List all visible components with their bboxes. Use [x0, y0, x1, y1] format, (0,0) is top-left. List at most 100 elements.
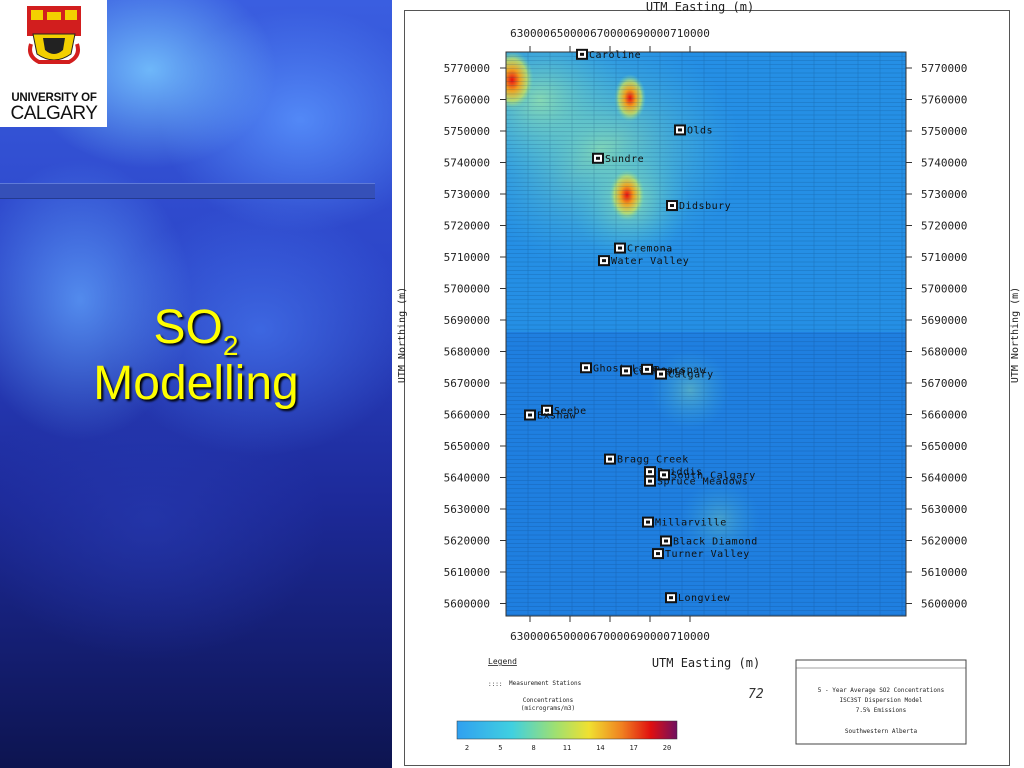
station-icon-core — [659, 372, 663, 376]
y-tick-label: 5750000 — [921, 125, 967, 138]
station-icon-core — [670, 204, 674, 208]
x-tick-label: 690000 — [630, 630, 670, 643]
station-marker: Caroline — [576, 48, 641, 61]
y-tick-label: 5630000 — [444, 503, 490, 516]
station-marker: Seebe — [541, 404, 586, 417]
station-label: Turner Valley — [665, 549, 750, 560]
title-main: SO — [153, 301, 223, 354]
station-marker: Cremona — [614, 242, 673, 255]
station-icon-core — [545, 408, 549, 412]
y-tick-label: 5620000 — [921, 535, 967, 548]
station-label: Cremona — [627, 244, 673, 255]
station-icon-core — [608, 457, 612, 461]
station-label: Millarville — [655, 518, 727, 529]
y-tick-label: 5730000 — [444, 188, 490, 201]
crest-icon — [27, 6, 81, 64]
station-marker: Water Valley — [598, 255, 689, 267]
station-marker: Bragg Creek — [604, 453, 688, 466]
station-icon-core — [656, 552, 660, 556]
station-label: Water Valley — [611, 256, 689, 267]
station-icon-core — [528, 413, 532, 417]
x-axis-title-bottom: UTM Easting (m) — [652, 656, 760, 670]
colorbar — [456, 720, 678, 740]
y-tick-label: 5640000 — [444, 472, 490, 485]
y-tick-label: 5740000 — [921, 157, 967, 170]
y-tick-label: 5690000 — [921, 314, 967, 327]
y-tick-label: 5710000 — [444, 251, 490, 264]
y-tick-label: 5600000 — [444, 598, 490, 611]
title-divider — [0, 183, 375, 199]
station-icon-core — [645, 367, 649, 371]
station-marker: Turner Valley — [652, 548, 750, 560]
station-label: Exshaw — [537, 411, 577, 422]
colorbar-tick-label: 20 — [663, 744, 671, 752]
concentration-field — [506, 52, 906, 616]
station-label: Priddis — [657, 467, 703, 478]
title-subscript: 2 — [222, 330, 239, 361]
y-axis-title-left: UTM Northing (m) — [397, 287, 408, 383]
y-tick-label: 5650000 — [921, 440, 967, 453]
x-tick-label: 710000 — [670, 27, 710, 40]
station-label: Olds — [687, 125, 713, 136]
station-marker: Bearspaw — [641, 363, 707, 376]
station-marker: Sundre — [592, 152, 644, 165]
y-ticks-left: 5770000 5760000 5750000 5740000 5730000 57200… — [444, 62, 506, 611]
station-icon-core — [580, 52, 584, 56]
y-tick-label: 5660000 — [444, 409, 490, 422]
slide-title-panel: UNIVERSITY OF CALGARY SO2 Modelling — [0, 0, 392, 768]
station-label: Bearspaw — [654, 365, 707, 376]
map-frame — [404, 10, 1010, 766]
station-label: Calgary — [668, 370, 714, 381]
station-marker: Didsbury — [666, 200, 731, 212]
y-tick-label: 5610000 — [444, 566, 490, 579]
station-marker: Longview — [665, 592, 730, 604]
station-label: Spruce Meadows — [657, 477, 748, 488]
x-tick-label: 630000 — [510, 630, 550, 643]
y-tick-label: 5660000 — [921, 409, 967, 422]
station-icon-core — [662, 473, 666, 477]
x-tick-label: 710000 — [670, 630, 710, 643]
station-marker: Olds — [674, 124, 713, 136]
station-icon-core — [618, 246, 622, 250]
x-axis-title-top: UTM Easting (m) — [646, 0, 754, 14]
y-tick-label: 5680000 — [921, 346, 967, 359]
station-marker: Millarville — [642, 516, 727, 529]
y-tick-label: 5610000 — [921, 566, 967, 579]
legend-title: Legend — [488, 657, 517, 666]
handwritten-note: 72 — [748, 687, 764, 702]
colorbar-tick-label: 8 — [532, 744, 536, 752]
logo-line2: CALGARY — [10, 103, 98, 124]
station-marker: Black Diamond — [660, 535, 758, 548]
y-tick-label: 5650000 — [444, 440, 490, 453]
info-line-2: ISC3ST Dispersion Model — [839, 697, 922, 704]
colorbar-tick-label: 14 — [596, 744, 604, 752]
legend-station-marker: :::: — [488, 681, 502, 688]
slide-title-line2: Modelling — [93, 357, 299, 410]
station-icon-core — [664, 539, 668, 543]
y-tick-label: 5770000 — [921, 62, 967, 75]
y-tick-label: 5730000 — [921, 188, 967, 201]
x-ticks-bottom: 630000 650000 670000 690000 710000 — [510, 616, 710, 643]
y-tick-label: 5710000 — [921, 251, 967, 264]
logo-line1: UNIVERSITY OF — [11, 92, 97, 104]
y-tick-label: 5700000 — [444, 283, 490, 296]
legend-station-label: Measurement Stations — [509, 680, 582, 687]
station-label: Black Diamond — [673, 537, 758, 548]
x-tick-label: 630000 — [510, 27, 550, 40]
y-tick-label: 5700000 — [921, 283, 967, 296]
station-label: South Calgary — [671, 470, 756, 481]
y-tick-label: 5720000 — [444, 220, 490, 233]
station-icon-core — [596, 156, 600, 160]
y-tick-label: 5750000 — [444, 125, 490, 138]
y-axis-title-right: UTM Northing (m) — [1010, 287, 1021, 383]
station-label: Caroline — [589, 50, 641, 61]
station-icon-core — [584, 366, 588, 370]
y-tick-label: 5770000 — [444, 62, 490, 75]
colorbar-tick-label: 11 — [563, 744, 571, 752]
x-tick-label: 650000 — [550, 630, 590, 643]
y-tick-label: 5670000 — [444, 377, 490, 390]
info-line-1: 5 - Year Average SO2 Concentrations — [818, 687, 945, 694]
station-icon-core — [648, 479, 652, 483]
station-icon-core — [602, 259, 606, 263]
